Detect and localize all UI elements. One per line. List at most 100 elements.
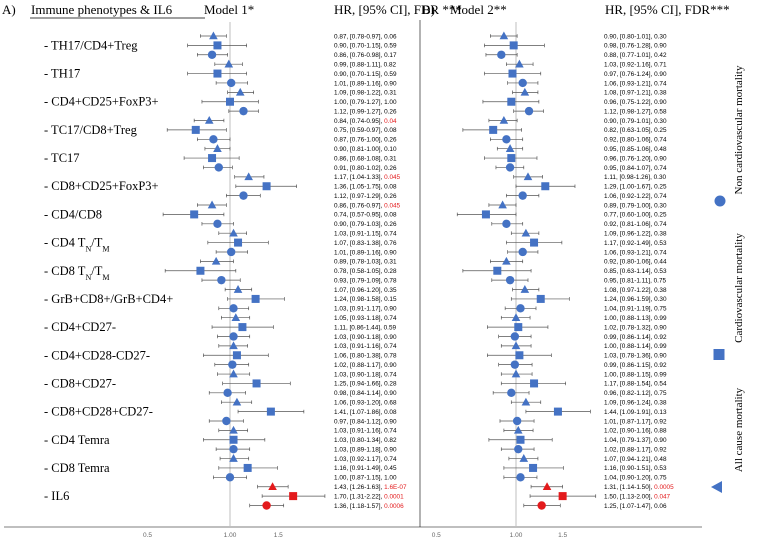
hr-point-square <box>489 125 498 134</box>
hr-point-circle <box>226 247 236 257</box>
hr-ci-fdr-text: 0.78, [0.58-1.05], 0.28 <box>334 268 397 275</box>
hr-point-triangle <box>513 425 523 434</box>
legend-cv-label: Cardiovascular mortality <box>733 233 745 343</box>
hr-point-circle <box>510 332 520 341</box>
hr-point-triangle <box>502 256 511 265</box>
hr-point-circle <box>229 332 238 341</box>
hr-ci-fdr-text: 1.02, [0.78-1.32], 0.90 <box>604 324 667 331</box>
hr-ci-fdr-text: 1.03, [0.91-1.17], 0.90 <box>334 306 397 313</box>
hr-point-triangle <box>229 341 238 350</box>
hr-point-square <box>252 379 261 388</box>
hr-ci-fdr-text: 1.06, [0.93-1.21], 0.74 <box>604 249 667 256</box>
hr-point-circle <box>507 388 516 398</box>
x-tick-label: 0.5 <box>143 532 152 539</box>
hr-point-triangle <box>511 369 521 378</box>
hr-point-triangle <box>229 454 238 462</box>
hr-point-square <box>541 182 550 191</box>
hr-ci-fdr-text: 1.00, [0.87-1.15], 1.00 <box>334 475 397 482</box>
hr-point-circle <box>524 106 534 116</box>
panel-a-plot: 0.5 1.00 1.5 0.87, [0.78-0.97], 0.06 0.90, [… <box>143 22 407 539</box>
hr-ci-fdr-text: 0.90, [0.70-1.15], 0.59 <box>334 71 397 78</box>
hr-point-square <box>507 97 516 106</box>
hr-point-square <box>530 379 539 388</box>
hr-point-triangle <box>521 397 531 406</box>
hr-ci-fdr-text: 1.08, [0.97-1.22], 0.38 <box>604 287 667 294</box>
hr-ci-fdr-text: 0.97, [0.84-1.12], 0.90 <box>334 418 397 425</box>
hr-point-triangle <box>229 425 238 434</box>
group-label: - TC17 <box>44 151 80 165</box>
hr-ci-fdr-text: 1.31, [1.14-1.50], 0.0005 <box>604 484 674 491</box>
group-label: - GrB+CD8+/GrB+CD4+ <box>44 292 173 306</box>
hr-ci-fdr-text: 1.00, [0.88-1.14], 0.99 <box>604 343 667 350</box>
hr-point-triangle <box>520 87 530 96</box>
hr-point-square <box>530 238 539 247</box>
hr-point-triangle <box>231 313 241 321</box>
x-tick-label: 1.5 <box>558 532 567 539</box>
hr-ci-fdr-text: 1.06, [0.80-1.38], 0.78 <box>334 353 397 360</box>
legend-circle-icon <box>714 195 726 207</box>
hr-ci-fdr-text: 0.92, [0.80-1.06], 0.44 <box>604 259 667 266</box>
hr-point-square <box>558 492 567 501</box>
group-label: - CD8+CD27- <box>44 376 116 390</box>
hr-point-square <box>481 210 490 219</box>
hr-ci-fdr-text: 1.08, [0.97-1.21], 0.38 <box>604 90 667 97</box>
panel-a-stat-header: HR, [95% CI], FDR *** <box>334 2 462 17</box>
group-label: - IL6 <box>44 489 69 503</box>
hr-point-circle <box>239 191 248 200</box>
hr-point-triangle <box>211 256 221 265</box>
hr-ci-fdr-text: 0.85, [0.63-1.14], 0.53 <box>604 268 667 275</box>
hr-point-circle <box>229 304 238 313</box>
hr-point-circle <box>516 473 525 482</box>
hr-ci-fdr-text: 1.11, [0.86-1.44], 0.59 <box>334 324 397 331</box>
hr-ci-fdr-text: 0.99, [0.86-1.15], 0.92 <box>604 362 667 369</box>
hr-ci-fdr-text: 0.90, [0.81-1.00], 0.10 <box>334 146 397 153</box>
legend-triangle-icon <box>711 481 722 493</box>
hr-point-circle <box>226 78 236 88</box>
panel-b-stat-header: HR, [95% CI], FDR*** <box>605 2 730 17</box>
hr-point-triangle <box>209 31 218 40</box>
hr-ci-fdr-text: 0.75, [0.59-0.97], 0.08 <box>334 127 397 134</box>
hr-point-square <box>208 154 217 163</box>
hr-ci-fdr-text: 1.09, [0.96-1.24], 0.38 <box>604 400 667 407</box>
group-label: - CD4 Temra <box>44 433 110 447</box>
hr-ci-fdr-text: 0.77, [0.60-1.00], 0.25 <box>604 212 667 219</box>
hr-ci-fdr-text: 0.96, [0.75-1.22], 0.90 <box>604 99 667 106</box>
hr-ci-fdr-text: 1.06, [0.93-1.20], 0.68 <box>334 400 397 407</box>
hr-point-square <box>266 407 275 416</box>
hr-ci-fdr-text: 0.98, [0.76-1.28], 0.90 <box>604 43 667 50</box>
hr-ci-fdr-text: 1.01, [0.89-1.16], 0.90 <box>334 80 397 87</box>
hr-ci-fdr-text: 0.92, [0.81-1.06], 0.74 <box>604 221 667 228</box>
hr-ci-fdr-text: 0.88, [0.77-1.01], 0.42 <box>604 52 667 59</box>
hr-ci-fdr-text: 1.03, [0.92-1.16], 0.71 <box>604 61 667 68</box>
hr-ci-fdr-text: 0.82, [0.63-1.05], 0.25 <box>604 127 667 134</box>
hr-point-square <box>191 125 200 134</box>
hr-ci-fdr-text: 0.95, [0.85-1.06], 0.48 <box>604 146 667 153</box>
hr-point-triangle <box>268 482 277 491</box>
hr-ci-fdr-text: 1.44, [1.09-1.91], 0.13 <box>604 409 667 416</box>
hr-ci-fdr-text: 1.17, [1.04-1.33], 0.045 <box>334 174 401 181</box>
hr-ci-fdr-text: 1.12, [0.98-1.27], 0.58 <box>604 108 667 115</box>
panel-b-letter: B) <box>422 2 435 17</box>
x-tick-label: 1.5 <box>274 532 283 539</box>
hr-ci-fdr-text: 0.92, [0.80-1.06], 0.74 <box>604 137 667 144</box>
hr-ci-fdr-text: 0.90, [0.80-1.01], 0.30 <box>604 33 667 40</box>
hr-point-square <box>196 266 205 275</box>
hr-point-triangle <box>498 200 507 209</box>
hr-point-triangle <box>204 116 214 124</box>
hr-point-triangle <box>505 144 515 152</box>
hr-ci-fdr-text: 1.09, [0.98-1.22], 0.31 <box>334 90 397 97</box>
hr-point-triangle <box>244 172 253 181</box>
hr-ci-fdr-text: 1.03, [0.91-1.16], 0.74 <box>334 428 397 435</box>
hr-point-square <box>213 41 222 50</box>
hr-ci-fdr-text: 1.36, [1.05-1.75], 0.08 <box>334 184 397 191</box>
hr-point-triangle <box>519 454 529 462</box>
x-tick-label: 0.5 <box>432 532 441 539</box>
hr-ci-fdr-text: 1.12, [0.99-1.27], 0.26 <box>334 108 397 115</box>
hr-ci-fdr-text: 0.96, [0.76-1.20], 0.90 <box>604 155 667 162</box>
hr-point-circle <box>223 388 232 398</box>
hr-ci-fdr-text: 0.89, [0.79-1.00], 0.30 <box>604 202 667 209</box>
hr-ci-fdr-text: 1.70, [1.31-2.22], 0.0001 <box>334 493 404 500</box>
hr-ci-fdr-text: 1.02, [0.88-1.17], 0.92 <box>604 446 667 453</box>
hr-point-circle <box>222 416 231 426</box>
